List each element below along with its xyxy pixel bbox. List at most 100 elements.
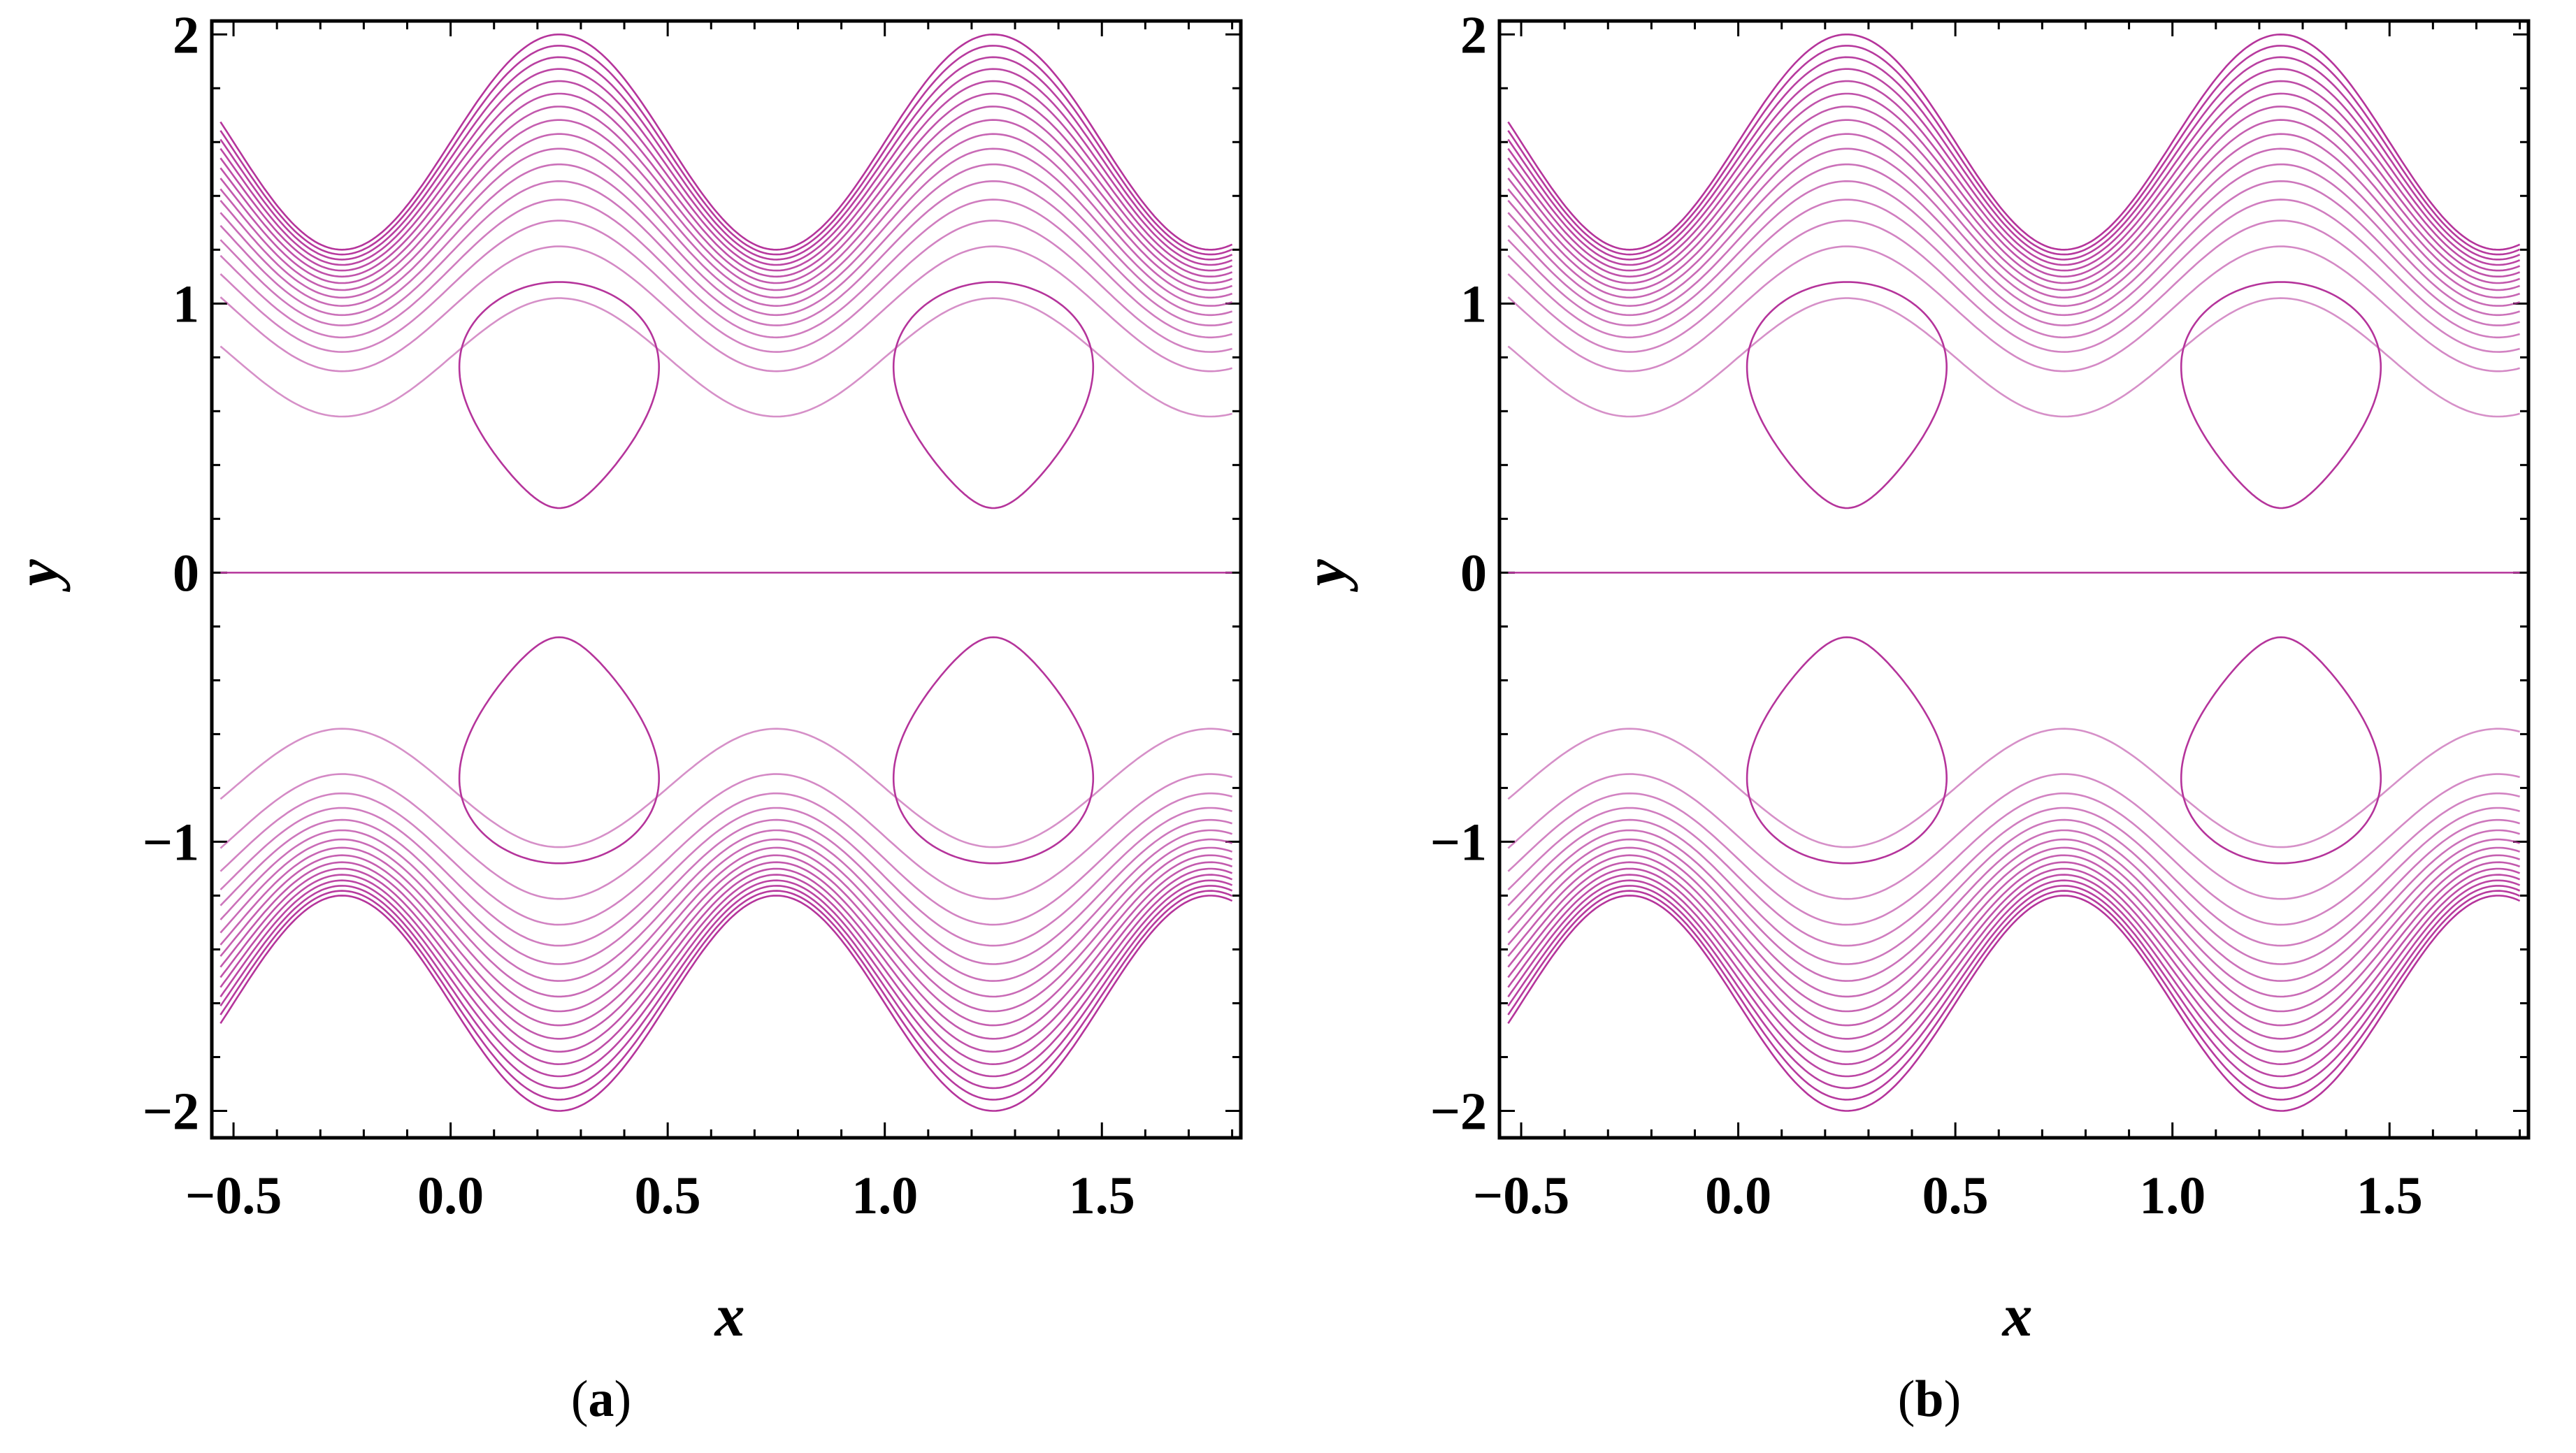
plot-frame: [1497, 19, 2531, 1140]
caption-close-paren: ): [614, 1371, 632, 1428]
trapped-bolus: [458, 636, 661, 865]
lower-wall-streamline: [220, 874, 1233, 1066]
x-tick-label: 0.0: [417, 1166, 484, 1225]
trapped-bolus: [458, 281, 661, 509]
upper-wall-streamline: [1507, 219, 2520, 353]
x-tick-label: 1.0: [851, 1166, 918, 1225]
upper-wall-streamline: [1507, 106, 2521, 284]
minor-ticks: [212, 21, 1241, 1138]
trapped-bolus: [1746, 281, 1948, 509]
lower-wall-streamline: [1507, 829, 2520, 982]
y-tick-label: 0: [173, 544, 199, 602]
tick-labels: −0.5 0.0 0.5 1.0 1.5 −2 −1 0 1 2: [143, 6, 1135, 1225]
upper-wall-streamline: [220, 297, 1232, 418]
panel-b-chart: −0.5 0.0 0.5 1.0 1.5 −2 −1 0 1 2 x y: [1291, 6, 2531, 1349]
lower-wall-streamline: [1507, 846, 2521, 1013]
caption-letter: b: [1915, 1371, 1944, 1428]
upper-wall-streamline: [220, 68, 1233, 266]
upper-wall-streamline: [220, 45, 1233, 256]
upper-wall-streamline: [1507, 297, 2520, 418]
upper-wall-streamline: [220, 106, 1233, 284]
lower-wall-streamline: [220, 728, 1232, 848]
y-tick-label: 2: [173, 6, 199, 64]
lower-wall-streamline: [1507, 807, 2520, 947]
y-tick-label: −2: [143, 1082, 199, 1141]
x-tick-label: 1.5: [1069, 1166, 1135, 1225]
y-tick-label: −1: [143, 813, 199, 872]
lower-wall-streamline: [220, 792, 1232, 926]
lower-wall-streamline: [1507, 890, 2521, 1101]
lower-wall-streamline: [220, 885, 1233, 1090]
x-tick-label: 1.0: [2139, 1166, 2206, 1225]
x-tick-label: −0.5: [185, 1166, 282, 1225]
contour-curves: [1507, 33, 2521, 1112]
upper-wall-streamline: [1507, 80, 2521, 272]
upper-wall-streamline: [220, 245, 1232, 373]
lower-wall-streamline: [220, 829, 1232, 982]
upper-wall-streamline: [1507, 119, 2521, 291]
y-tick-label: −2: [1430, 1082, 1487, 1141]
upper-wall-streamline: [220, 219, 1232, 353]
upper-wall-streamline: [220, 119, 1233, 291]
panel-b-caption: (b): [1790, 1370, 2069, 1429]
y-tick-label: −1: [1430, 813, 1487, 872]
trapped-bolus: [2180, 636, 2382, 865]
lower-wall-streamline: [1507, 728, 2520, 848]
x-tick-label: 0.0: [1705, 1166, 1771, 1225]
lower-wall-streamline: [220, 879, 1233, 1078]
upper-wall-streamline: [1507, 180, 2520, 326]
upper-wall-streamline: [1507, 198, 2520, 339]
panel-a-caption: (a): [461, 1370, 741, 1429]
trapped-bolus: [892, 636, 1095, 865]
y-tick-label: 1: [1460, 275, 1487, 333]
caption-open-paren: (: [570, 1371, 589, 1428]
lower-wall-streamline: [1507, 879, 2521, 1078]
x-tick-label: 1.5: [2356, 1166, 2423, 1225]
upper-wall-streamline: [1507, 147, 2520, 308]
upper-wall-streamline: [220, 133, 1233, 299]
caption-close-paren: ): [1943, 1371, 1962, 1428]
caption-letter: a: [588, 1371, 614, 1428]
minor-ticks: [1499, 21, 2528, 1138]
lower-wall-streamline: [220, 846, 1233, 1013]
lower-wall-streamline: [220, 818, 1232, 965]
lower-wall-streamline: [1507, 861, 2521, 1040]
x-axis-title: x: [2001, 1282, 2033, 1349]
trapped-bolus: [892, 281, 1095, 509]
lower-wall-streamline: [1507, 867, 2521, 1053]
y-tick-label: 2: [1460, 6, 1487, 64]
y-tick-label: 0: [1460, 544, 1487, 602]
lower-wall-streamline: [220, 861, 1233, 1040]
lower-wall-streamline: [1507, 792, 2520, 926]
lower-wall-streamline: [220, 890, 1233, 1101]
contour-curves: [220, 33, 1233, 1112]
trapped-bolus: [2180, 281, 2382, 509]
lower-wall-streamline: [220, 838, 1233, 998]
tick-labels: −0.5 0.0 0.5 1.0 1.5 −2 −1 0 1 2: [1430, 6, 2423, 1225]
upper-wall-streamline: [1507, 68, 2521, 266]
plot-frame: [210, 19, 1243, 1140]
y-axis-title: y: [3, 558, 71, 592]
lower-wall-streamline: [220, 807, 1232, 947]
lower-wall-streamline: [1507, 818, 2520, 965]
lower-wall-streamline: [220, 867, 1233, 1053]
lower-wall-streamline: [220, 854, 1233, 1027]
upper-wall-streamline: [220, 33, 1233, 251]
x-tick-label: 0.5: [1922, 1166, 1989, 1225]
lower-wall-streamline: [1507, 885, 2521, 1090]
upper-wall-streamline: [1507, 163, 2520, 317]
lower-wall-streamline: [220, 773, 1232, 900]
y-axis-title: y: [1291, 558, 1358, 592]
upper-wall-streamline: [220, 180, 1232, 326]
upper-wall-streamline: [1507, 56, 2521, 261]
x-tick-label: −0.5: [1473, 1166, 1569, 1225]
upper-wall-streamline: [220, 80, 1233, 272]
lower-wall-streamline: [1507, 854, 2521, 1027]
panel-a-chart: −0.5 0.0 0.5 1.0 1.5 −2 −1 0 1 2 x y: [3, 6, 1243, 1349]
lower-wall-streamline: [1507, 838, 2521, 998]
upper-wall-streamline: [1507, 245, 2520, 373]
upper-wall-streamline: [220, 163, 1232, 317]
upper-wall-streamline: [1507, 133, 2521, 299]
y-tick-label: 1: [173, 275, 199, 333]
